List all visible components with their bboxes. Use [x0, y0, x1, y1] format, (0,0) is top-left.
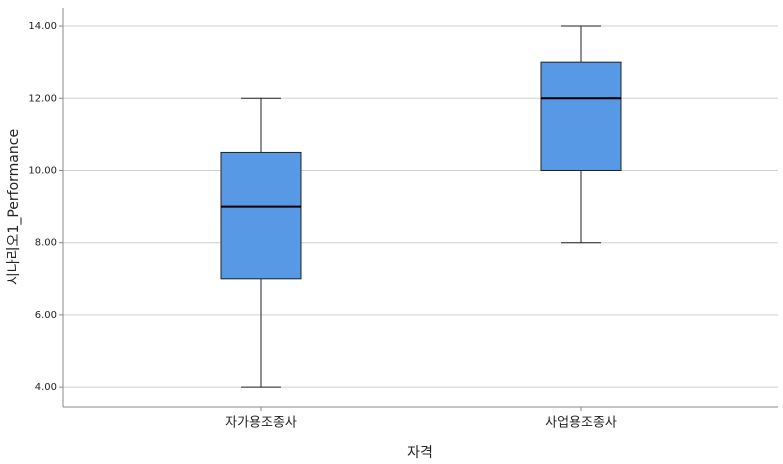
y-tick-label: 14.00	[28, 21, 57, 32]
box	[220, 151, 302, 280]
y-axis-label: 시나리오1_Performance	[6, 129, 22, 285]
x-tick-label: 사업용조종사	[545, 416, 617, 431]
box	[540, 61, 622, 171]
x-tick-label: 자가용조종사	[225, 416, 297, 431]
y-tick-label: 8.00	[35, 238, 57, 249]
y-tick-label: 6.00	[35, 310, 57, 321]
x-axis-label: 자격	[407, 445, 433, 461]
y-tick-label: 10.00	[28, 165, 57, 176]
y-tick-label: 4.00	[35, 382, 57, 393]
y-tick-label: 12.00	[28, 93, 57, 104]
